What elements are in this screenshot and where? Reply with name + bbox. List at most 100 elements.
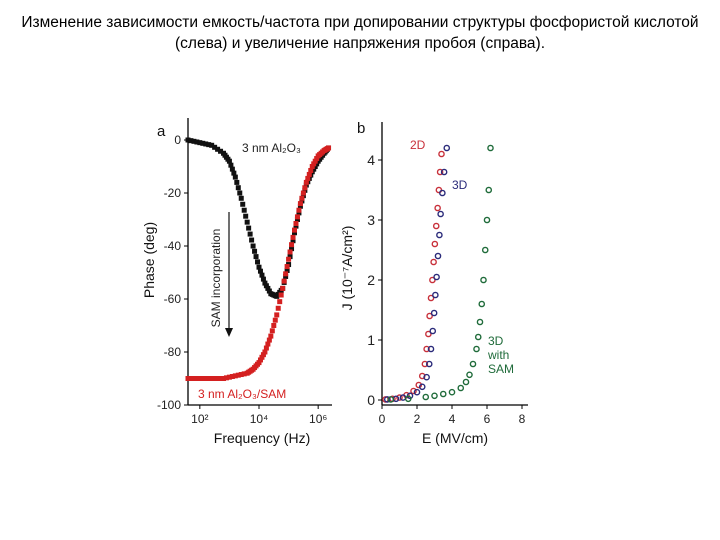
panel-a-point-al2o3 <box>256 264 262 270</box>
panel-a-x-tick-label: 10⁴ <box>250 412 269 426</box>
panel-b-point-3d <box>439 189 446 197</box>
panel-a-y-tick-label: -60 <box>164 292 182 306</box>
panel-b-point-3d-with-sam <box>448 388 456 396</box>
panel-a-point-al2o3 <box>260 276 266 282</box>
panel-b-x-tick-label: 4 <box>449 412 456 426</box>
panel-a-letter: a <box>157 123 166 140</box>
panel-b-point-3d-with-sam <box>431 392 438 400</box>
panel-b-point-3d-with-sam <box>487 144 494 152</box>
panel-a-point-al2o3 <box>200 140 206 146</box>
panel-b-xlabel: E (MV/cm) <box>422 430 488 446</box>
panel-a-point-al2o3-sam <box>281 278 287 284</box>
panel-b-y-tick-label: 3 <box>367 212 375 228</box>
panel-a: a 0 -20 -40 -60 -80 -100 10² 10⁴ 10⁶ Phase (deg… <box>141 118 332 446</box>
panel-a-point-al2o3-sam <box>287 249 293 255</box>
panel-b-point-3d <box>440 168 448 176</box>
panel-b-point-3d <box>429 327 437 335</box>
panel-a-point-al2o3-sam <box>238 372 244 378</box>
panel-b-point-2d <box>436 168 444 176</box>
panel-a-point-al2o3-sam <box>241 371 247 377</box>
slide-title: Изменение зависимости емкость/частота пр… <box>21 14 699 52</box>
panel-a-point-al2o3 <box>263 283 269 289</box>
panel-b-y-tick-label: 4 <box>367 152 375 168</box>
panel-a-point-al2o3-sam <box>223 375 229 381</box>
panel-b-point-3d <box>383 396 391 403</box>
panel-b-point-2d <box>432 222 440 230</box>
panel-a-point-al2o3-sam <box>185 376 191 381</box>
panel-a-point-al2o3-sam <box>283 271 289 277</box>
panel-a-point-al2o3 <box>284 268 290 274</box>
panel-a-y-tick-label: -80 <box>164 345 182 359</box>
panel-a-point-al2o3-sam <box>311 161 317 167</box>
sam-incorporation-annotation: SAM incorporation <box>209 229 223 328</box>
panel-a-point-al2o3 <box>255 259 261 265</box>
panel-b: b 0 1 2 3 4 0 2 4 6 8 J (10⁻⁷A/cm²) E (MV/cm) 2D… <box>339 120 528 446</box>
panel-a-point-al2o3 <box>209 142 215 148</box>
panel-b-point-3d-with-sam <box>387 396 395 403</box>
panel-b-point-2d <box>396 394 403 401</box>
panel-a-point-al2o3 <box>249 237 255 243</box>
panel-a-point-al2o3-sam <box>218 376 224 381</box>
panel-b-y-tick-label: 0 <box>367 392 375 408</box>
panel-b-point-3d-with-sam <box>473 345 480 353</box>
panel-a-x-tick-label: 10² <box>191 412 208 426</box>
panel-a-point-al2o3-sam <box>229 374 235 380</box>
panel-a-point-al2o3-sam <box>188 376 194 381</box>
panel-b-x-tick-label: 2 <box>414 412 421 426</box>
panel-b-point-3d <box>433 273 440 281</box>
panel-b-points <box>382 144 494 403</box>
panel-b-x-tick-label: 8 <box>519 412 526 426</box>
panel-a-point-al2o3-sam <box>269 328 275 334</box>
panel-a-point-al2o3 <box>302 187 308 193</box>
panel-b-point-3d <box>413 388 421 396</box>
panel-a-point-al2o3-sam <box>226 374 232 380</box>
panel-b-point-3d <box>418 383 426 391</box>
sam-incorporation-arrow-head <box>225 328 233 337</box>
panel-b-ylabel: J (10⁻⁷A/cm²) <box>339 226 355 311</box>
panel-b-point-2d <box>429 276 436 284</box>
panel-b-point-3d <box>425 360 433 368</box>
panel-a-point-al2o3-sam <box>256 360 262 366</box>
panel-a-x-ticks: 10² 10⁴ 10⁶ <box>191 405 327 426</box>
panel-a-point-al2o3-sam <box>297 201 303 207</box>
panel-a-y-tick-label: -40 <box>164 239 182 253</box>
panel-b-point-2d <box>425 330 432 338</box>
panel-a-ylabel: Phase (deg) <box>141 222 157 298</box>
panel-a-point-al2o3 <box>188 138 194 144</box>
panel-a-point-al2o3 <box>240 201 246 207</box>
panel-a-point-al2o3-sam <box>309 164 315 169</box>
panel-a-point-al2o3-sam <box>277 299 283 305</box>
panel-b-point-3d-with-sam <box>483 216 491 224</box>
panel-a-point-al2o3-sam <box>268 333 274 339</box>
panel-a-point-al2o3-sam <box>289 242 295 248</box>
panel-b-point-2d <box>431 240 439 248</box>
panel-a-point-al2o3-sam <box>203 376 209 381</box>
panel-a-point-al2o3-sam <box>314 156 320 162</box>
panel-b-point-3d <box>432 291 439 299</box>
panel-a-point-al2o3 <box>247 231 253 237</box>
panel-a-point-al2o3 <box>232 174 238 180</box>
panel-a-point-al2o3-sam <box>284 264 290 270</box>
panel-a-point-al2o3-sam <box>274 312 280 318</box>
panel-a-point-al2o3-sam <box>197 376 203 381</box>
panel-a-point-al2o3 <box>296 210 302 216</box>
panel-a-point-al2o3 <box>290 238 296 244</box>
panel-b-letter: b <box>357 120 365 137</box>
panel-a-point-al2o3 <box>292 230 297 236</box>
panel-a-point-al2o3-sam <box>206 376 212 381</box>
panel-b-point-3d-with-sam <box>466 371 473 379</box>
panel-b-point-3d <box>430 309 438 317</box>
panel-a-point-al2o3 <box>293 223 299 229</box>
panel-b-point-3d <box>427 345 435 353</box>
panel-a-point-al2o3-sam <box>262 349 268 355</box>
panel-b-point-3d-with-sam <box>469 360 477 368</box>
series-label-3d-with-sam: 3D with SAM <box>487 334 514 376</box>
panel-b-y-tick-label: 2 <box>367 272 375 288</box>
panel-a-point-al2o3 <box>283 273 289 279</box>
panel-b-y-tick-label: 1 <box>367 332 375 348</box>
panel-b-point-2d <box>430 258 437 266</box>
panel-a-point-al2o3-sam <box>306 171 312 177</box>
panel-b-point-3d <box>436 231 443 239</box>
panel-a-point-al2o3-sam <box>326 145 332 151</box>
